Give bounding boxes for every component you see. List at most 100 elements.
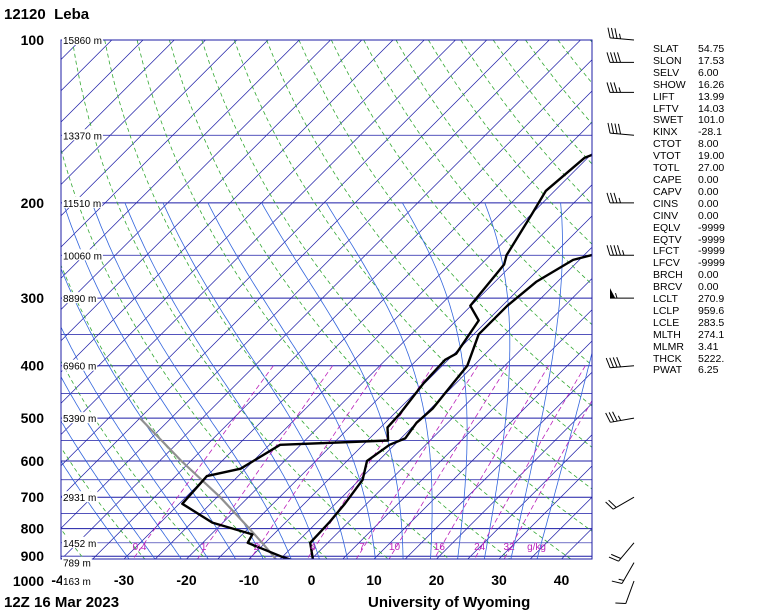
index-row: LFTV 14.03 [653, 102, 725, 116]
index-key: LFCV [653, 257, 680, 270]
mixing-ratio-label: 32 [504, 542, 516, 553]
pressure-tick-label: 400 [21, 358, 45, 374]
index-value: 8.00 [698, 138, 719, 151]
pressure-tick-label: 200 [21, 195, 45, 211]
mixing-ratio-label: 16 [434, 542, 446, 553]
index-value: 0.00 [698, 197, 719, 210]
height-label-bg [62, 34, 103, 45]
dry-adiabat-line [525, 40, 592, 125]
index-row: LFCT -9999 [653, 246, 725, 258]
dry-adiabat-line [201, 40, 592, 532]
index-key: LIFT [653, 90, 675, 103]
temperature-tick-label: 40 [554, 572, 570, 588]
isotherm-line [498, 465, 592, 559]
index-row: THCK 5222. [653, 353, 725, 366]
wind-barb [608, 542, 635, 562]
index-value: 959.6 [698, 304, 725, 317]
temperature-tick-label: 10 [366, 572, 382, 588]
dry-adiabat-line [61, 147, 328, 559]
dry-adiabat-line [169, 40, 572, 559]
temperature-tick-label: -20 [176, 572, 196, 588]
index-value: 17.53 [698, 54, 725, 67]
index-key: LFCT [653, 245, 680, 258]
isotherm-line [155, 121, 592, 559]
moist-adiabat-line [483, 202, 511, 559]
index-value: 3.41 [698, 340, 719, 353]
moist-adiabat-line [402, 202, 468, 559]
index-row: EQLV -9999 [653, 221, 725, 235]
parcel-path-line [139, 417, 278, 559]
dry-adiabat-line [266, 40, 592, 448]
mixing-ratio-label: 4 [310, 542, 316, 553]
wind-barb [606, 82, 634, 93]
mixing-ratio-line [306, 365, 434, 559]
mixing-ratio-label: 24 [474, 542, 486, 553]
moist-adiabat-line [207, 202, 376, 559]
index-row: SLON 17.53 [653, 54, 725, 68]
mixing-ratio-label: 2 [254, 542, 260, 553]
index-row: MLTH 274.1 [653, 329, 725, 342]
index-value: 6.00 [698, 66, 719, 79]
moist-adiabat-line [61, 326, 209, 559]
wind-barb [605, 357, 635, 369]
moist-adiabat-line [61, 460, 130, 559]
wind-barb [605, 496, 635, 510]
index-key: PWAT [653, 364, 683, 377]
height-label-bg [62, 575, 92, 586]
index-row: BRCH 0.00 [653, 269, 725, 282]
index-row: EQTV -9999 [653, 233, 725, 247]
mixing-ratio-label: 10 [389, 542, 401, 553]
isotherm-line [61, 40, 206, 185]
mixing-ratio-label: 1 [201, 542, 207, 553]
moist-adiabat-line [510, 202, 563, 559]
height-label-bg [62, 491, 98, 503]
isotherm-line [61, 40, 519, 498]
height-label-bg [62, 196, 103, 208]
index-value: -9999 [698, 257, 725, 270]
isotherm-line [61, 40, 487, 467]
index-key: SHOW [653, 78, 686, 91]
temperature-tick-label: 30 [491, 572, 507, 588]
station-id: 12120 [4, 6, 46, 23]
index-key: LFTV [653, 102, 679, 115]
moist-adiabat-line [91, 202, 292, 559]
moist-adiabat-line [162, 202, 348, 559]
index-key: CAPV [653, 185, 682, 198]
index-value: 0.00 [698, 209, 719, 222]
moist-adiabat-line [61, 420, 156, 559]
mixing-ratio-line [433, 365, 550, 559]
index-value: -9999 [698, 221, 725, 234]
index-row: TOTL 27.00 [653, 162, 725, 175]
index-key: CINV [653, 209, 679, 222]
index-value: -9999 [698, 233, 725, 246]
mixing-ratio-line [132, 365, 274, 559]
index-value: 14.03 [698, 102, 725, 115]
isotherm-line [280, 246, 592, 559]
wind-barb [606, 52, 634, 63]
wind-barb [610, 288, 634, 299]
moist-adiabat-line [124, 202, 320, 559]
index-value: 19.00 [698, 150, 725, 163]
height-label-bg [62, 129, 103, 141]
dewpoint-profile-line [181, 153, 592, 559]
height-label-bg [62, 292, 98, 304]
wind-barb [606, 245, 634, 256]
height-label: 1452 m [63, 539, 96, 550]
temperature-tick-label: -10 [239, 572, 259, 588]
height-label-bg [62, 412, 98, 424]
isotherm-line [248, 215, 592, 559]
height-label-bg [62, 249, 103, 261]
index-value: -28.1 [698, 126, 722, 139]
index-row: CAPV 0.00 [653, 185, 725, 199]
mixing-ratio-label: 7 [359, 542, 365, 553]
dry-adiabat-line [61, 264, 268, 559]
mixing-ratio-line [503, 399, 592, 559]
height-label: 13370 m [63, 131, 102, 142]
index-key: LCLP [653, 304, 680, 317]
temperature-tick-label: 20 [429, 572, 445, 588]
height-label: 789 m [63, 559, 91, 570]
wind-barb [607, 122, 635, 136]
index-row: CINV 0.00 [653, 209, 725, 223]
